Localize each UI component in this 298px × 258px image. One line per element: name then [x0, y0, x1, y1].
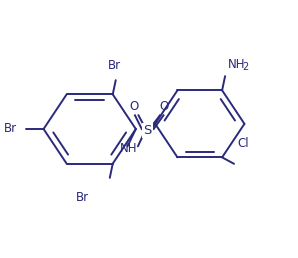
Text: Br: Br [4, 123, 17, 135]
Text: S: S [144, 124, 152, 137]
Text: O: O [159, 100, 169, 113]
Text: 2: 2 [242, 62, 249, 71]
Text: Br: Br [108, 59, 121, 72]
Text: Cl: Cl [237, 137, 249, 150]
Text: NH: NH [228, 58, 246, 71]
Text: O: O [130, 100, 139, 113]
Text: Br: Br [76, 191, 89, 204]
Text: NH: NH [120, 142, 138, 155]
